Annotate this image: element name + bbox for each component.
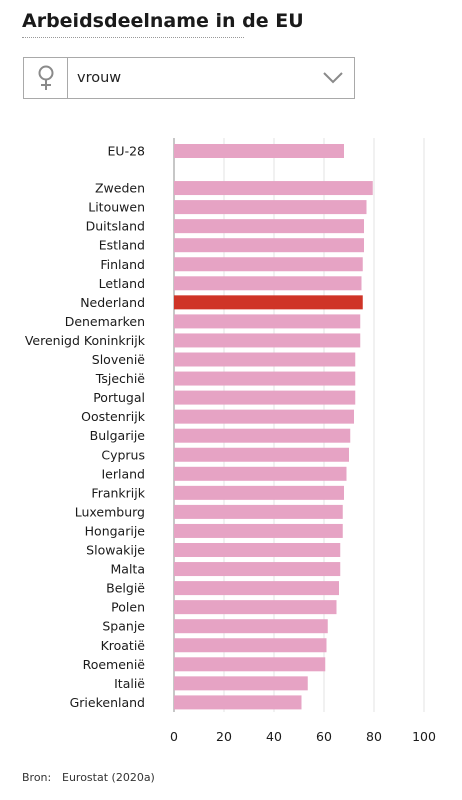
category-label: Finland [100,257,145,272]
gender-select-value: vrouw [77,70,122,86]
bar [174,390,356,405]
category-label: Portugal [93,390,145,405]
category-label: Frankrijk [91,485,145,500]
bar [174,257,363,272]
category-label: Italië [114,676,145,691]
bar [174,562,341,577]
title-underline [22,37,244,38]
category-label: Oostenrijk [81,409,146,424]
female-symbol-icon [24,58,68,98]
bar [174,409,354,424]
bar [174,238,364,253]
chevron-down-icon[interactable] [312,58,354,98]
bar [174,619,328,634]
bar [174,543,341,557]
category-label: Letland [99,276,145,291]
chart-title: Arbeidsdeelname in de EU [22,10,304,32]
x-tick-label: 0 [170,729,178,744]
source-note: Bron: Eurostat (2020a) [22,771,155,784]
category-label: Zweden [95,181,145,196]
x-tick-label: 100 [412,729,436,744]
bar [174,276,362,291]
bar [174,371,356,386]
source-value: Eurostat (2020a) [62,771,155,784]
bar [174,333,361,348]
bar [174,638,327,653]
bar [174,466,347,481]
bar [174,352,356,367]
bar [174,447,349,462]
category-label: Luxemburg [75,504,145,519]
bar [174,181,373,196]
category-labels: EU-28 Zweden Litouwen Duitsland Estland Finla… [25,144,146,710]
bar [174,485,344,500]
bar [174,200,367,215]
category-label: Slovenië [92,352,146,367]
gender-select[interactable]: vrouw [23,57,355,99]
bar [174,657,326,672]
x-tick-label: 80 [366,729,382,744]
bar [174,295,363,310]
x-tick-label: 40 [266,729,282,744]
category-label: Estland [99,238,145,253]
source-label: Bron: [22,771,52,784]
category-label: Roemenië [83,657,146,672]
category-label: Slowakije [86,543,145,558]
category-label: Griekenland [70,695,145,710]
bar [174,676,308,691]
category-label: Bulgarije [90,428,146,443]
bar [174,695,302,710]
bar [174,428,351,443]
category-label: Cyprus [101,447,145,462]
bar [174,581,339,596]
bar [174,523,343,538]
category-label: Duitsland [86,219,145,234]
bar [174,600,337,615]
category-label: Litouwen [88,200,145,215]
x-tick-label: 60 [316,729,332,744]
category-label: Ierland [101,466,145,481]
x-tick-label: 20 [216,729,232,744]
bar [174,219,364,234]
bar [174,144,344,158]
bar [174,314,361,329]
category-label: België [106,581,145,596]
category-label: Denemarken [65,314,145,329]
category-label: Spanje [102,619,145,634]
category-label: Polen [111,600,145,615]
category-label: Malta [111,562,145,577]
bars [174,144,373,710]
bar-chart: EU-28 Zweden Litouwen Duitsland Estland Finla… [25,138,436,744]
category-label: Nederland [80,295,145,310]
category-label: Hongarije [85,523,146,538]
category-label: Tsjechië [95,371,146,386]
category-label: Verenigd Koninkrijk [25,333,146,348]
x-axis-ticks: 0 20 40 60 80 100 [170,729,436,744]
grid-lines [173,138,425,712]
category-label: Kroatië [101,638,146,653]
bar [174,504,343,519]
category-label: EU-28 [108,144,146,159]
